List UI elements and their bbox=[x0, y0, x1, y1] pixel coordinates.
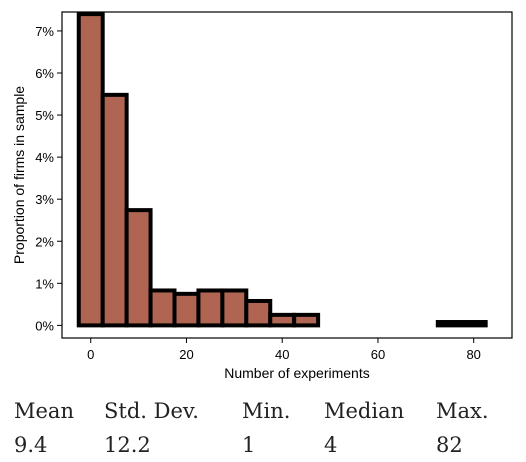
plot-frame bbox=[61, 11, 513, 339]
histogram-bar bbox=[435, 320, 488, 328]
stat-label: Std. Dev. bbox=[104, 399, 199, 423]
x-tick-label: 20 bbox=[179, 347, 193, 362]
y-tick-label: 0% bbox=[35, 318, 54, 333]
x-tick-label: 40 bbox=[275, 347, 289, 362]
stat-column-median: Median 4 bbox=[324, 394, 404, 462]
y-tick-label: 1% bbox=[35, 276, 54, 291]
histogram-bar bbox=[172, 291, 201, 328]
x-axis-label: Number of experiments bbox=[224, 365, 370, 381]
stat-value: 9.4 bbox=[14, 433, 48, 457]
stat-label: Mean bbox=[14, 399, 74, 423]
histogram-bar bbox=[124, 208, 153, 328]
histogram-bar bbox=[292, 312, 321, 328]
y-tick-label: 4% bbox=[35, 150, 54, 165]
y-tick-label: 3% bbox=[35, 192, 54, 207]
histogram-bar bbox=[196, 288, 225, 328]
histogram-bar bbox=[220, 288, 249, 328]
stat-value: 1 bbox=[242, 433, 256, 457]
stat-column-min: Min. 1 bbox=[242, 394, 290, 462]
stat-value: 12.2 bbox=[104, 433, 151, 457]
x-tick-label: 60 bbox=[371, 347, 385, 362]
stat-column-max: Max. 82 bbox=[436, 394, 489, 462]
histogram-bar bbox=[100, 92, 129, 328]
histogram-bar bbox=[148, 288, 177, 328]
histogram-bar bbox=[268, 312, 297, 328]
histogram-bar bbox=[244, 298, 273, 328]
histogram-bars bbox=[76, 12, 488, 328]
y-tick-label: 2% bbox=[35, 234, 54, 249]
stat-label: Min. bbox=[242, 399, 291, 423]
y-tick-label: 5% bbox=[35, 108, 54, 123]
y-tick-label: 6% bbox=[35, 66, 54, 81]
histogram-bar bbox=[76, 12, 105, 328]
x-tick-label: 0 bbox=[87, 347, 94, 362]
stat-value: 4 bbox=[324, 433, 338, 457]
histogram-chart: 0 20 40 60 80 0% 1% 2% 3% 4% 5% 6% 7% Number of exp… bbox=[11, 11, 513, 381]
y-tick-label: 7% bbox=[35, 24, 54, 39]
x-axis-ticks: 0 20 40 60 80 bbox=[87, 338, 481, 362]
stat-label: Median bbox=[324, 399, 405, 423]
y-axis-label: Proportion of firms in sample bbox=[11, 86, 27, 264]
x-tick-label: 80 bbox=[466, 347, 480, 362]
stat-label: Max. bbox=[436, 399, 489, 423]
y-axis-ticks: 0% 1% 2% 3% 4% 5% 6% 7% bbox=[35, 24, 62, 333]
stat-value: 82 bbox=[436, 433, 463, 457]
